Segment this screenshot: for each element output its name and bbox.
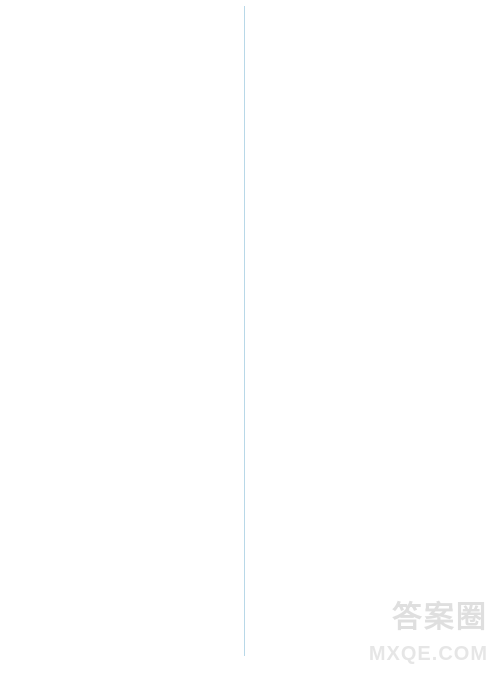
- left-column: [10, 6, 240, 670]
- right-column: [249, 6, 479, 670]
- column-divider: [244, 6, 245, 656]
- page-container: [0, 0, 500, 670]
